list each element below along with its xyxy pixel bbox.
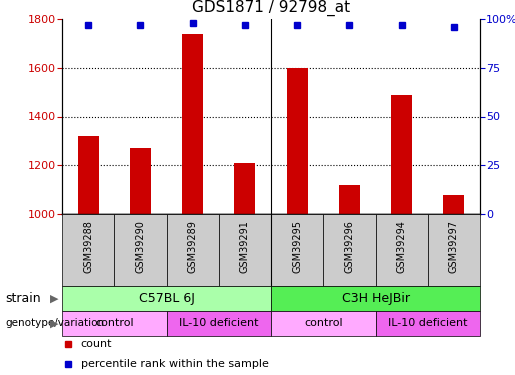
Bar [166, 311, 271, 336]
Bar [375, 311, 480, 336]
Text: GSM39294: GSM39294 [397, 220, 407, 273]
Bar [62, 311, 166, 336]
Bar [166, 214, 219, 286]
Bar [443, 195, 465, 214]
Bar [287, 68, 307, 214]
Text: GSM39290: GSM39290 [135, 220, 145, 273]
Bar [78, 136, 98, 214]
Bar [114, 214, 166, 286]
Text: control: control [304, 318, 342, 328]
Text: genotype/variation: genotype/variation [5, 318, 104, 328]
Text: count: count [81, 339, 112, 349]
Text: GSM39295: GSM39295 [292, 220, 302, 273]
Text: ▶: ▶ [50, 318, 59, 328]
Bar [391, 94, 412, 214]
Text: GSM39296: GSM39296 [345, 220, 354, 273]
Bar [62, 214, 114, 286]
Title: GDS1871 / 92798_at: GDS1871 / 92798_at [192, 0, 350, 16]
Bar [182, 34, 203, 214]
Text: ▶: ▶ [50, 294, 59, 303]
Bar [234, 163, 255, 214]
Text: control: control [95, 318, 133, 328]
Text: GSM39289: GSM39289 [187, 220, 198, 273]
Bar [130, 148, 151, 214]
Bar [271, 214, 323, 286]
Text: C3H HeJBir: C3H HeJBir [341, 292, 409, 305]
Text: IL-10 deficient: IL-10 deficient [179, 318, 259, 328]
Bar [428, 214, 480, 286]
Bar [323, 214, 375, 286]
Text: percentile rank within the sample: percentile rank within the sample [81, 359, 269, 369]
Bar [271, 286, 480, 311]
Bar [375, 214, 428, 286]
Bar [219, 214, 271, 286]
Text: GSM39288: GSM39288 [83, 220, 93, 273]
Text: IL-10 deficient: IL-10 deficient [388, 318, 468, 328]
Text: strain: strain [5, 292, 41, 305]
Text: C57BL 6J: C57BL 6J [139, 292, 195, 305]
Bar [339, 185, 360, 214]
Bar [62, 286, 271, 311]
Text: GSM39297: GSM39297 [449, 220, 459, 273]
Bar [271, 311, 375, 336]
Text: GSM39291: GSM39291 [240, 220, 250, 273]
